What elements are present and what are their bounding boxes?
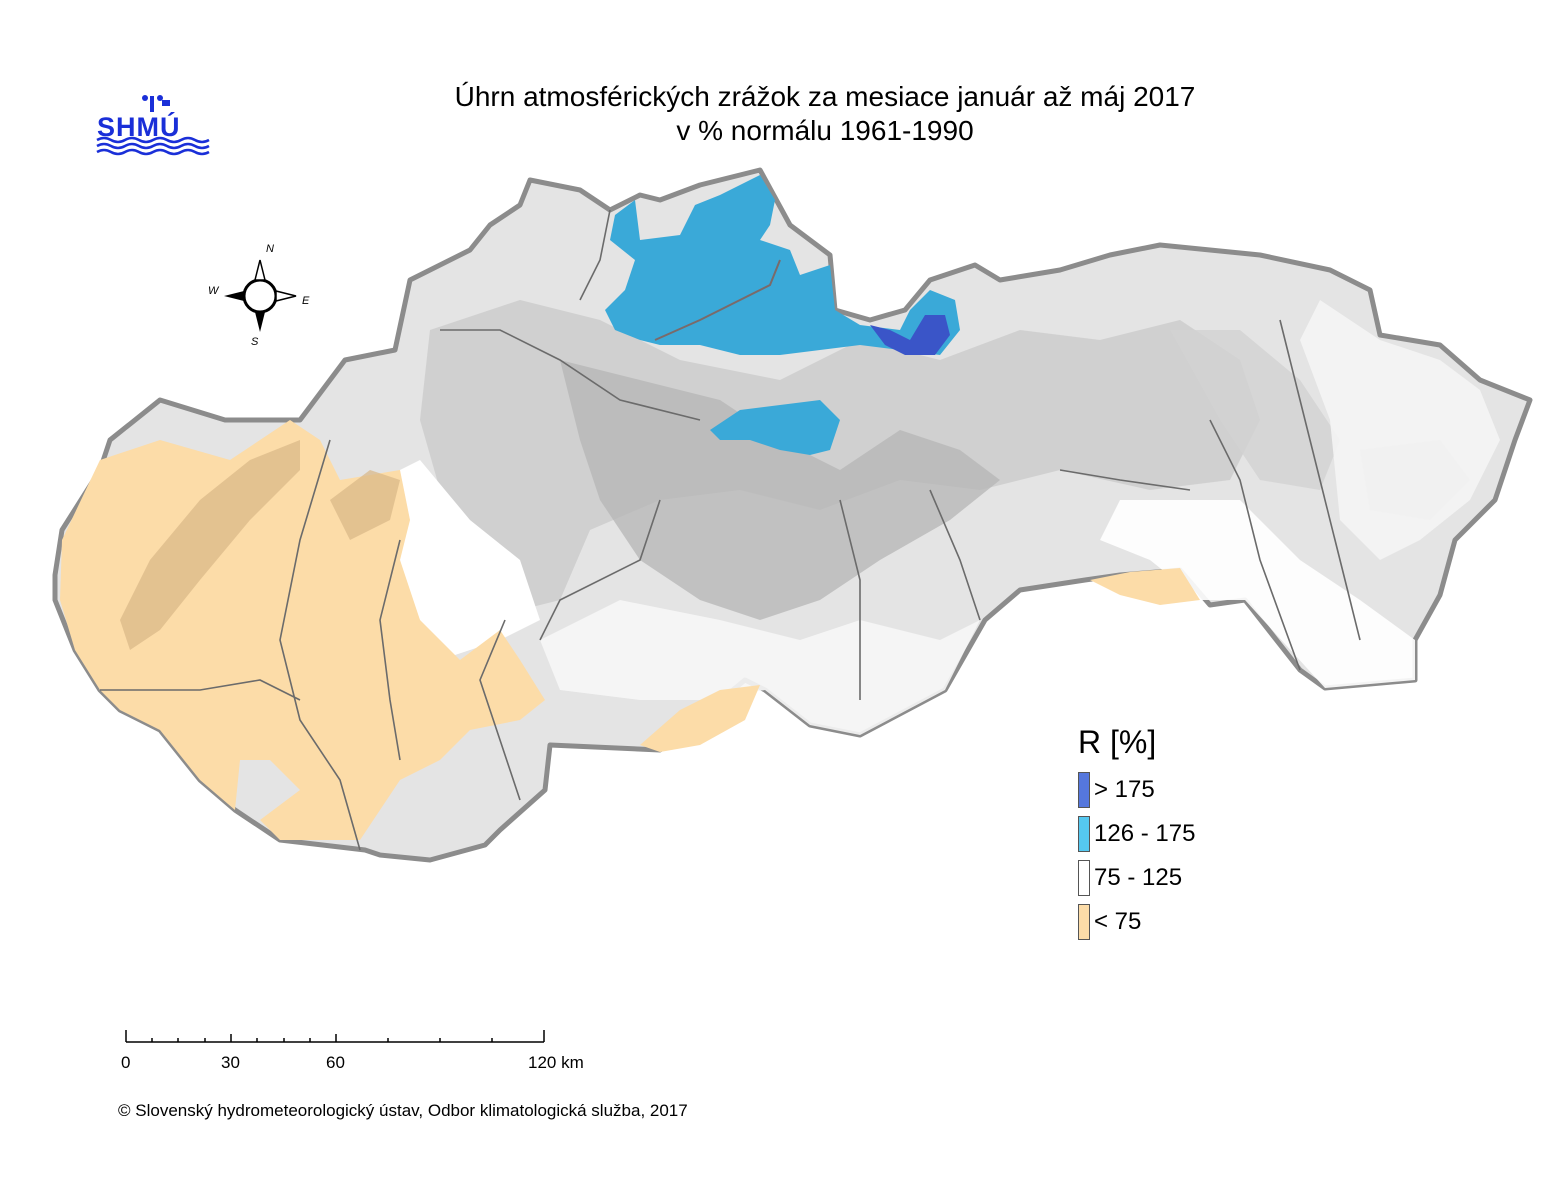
scale-label-120: 120 km <box>528 1053 584 1072</box>
compass-s: S <box>251 336 259 348</box>
compass-e: E <box>302 295 310 307</box>
legend-label: 126 - 175 <box>1094 820 1196 847</box>
legend-swatch <box>1078 772 1090 808</box>
legend-label: < 75 <box>1094 908 1142 935</box>
scale-bar <box>125 1030 545 1043</box>
scale-label-0: 0 <box>121 1053 131 1072</box>
lowland-southwest-white <box>380 460 540 660</box>
legend: R [%] > 175 126 - 175 75 - 125 < 75 <box>1078 722 1195 944</box>
compass-w: W <box>208 285 220 297</box>
compass-n: N <box>266 243 274 255</box>
border-inner-north <box>654 259 781 341</box>
lowland-east <box>1300 300 1500 560</box>
legend-swatch <box>1078 816 1090 852</box>
legend-item-126-175: 126 - 175 <box>1078 812 1195 856</box>
dry-area-southeast <box>1090 568 1200 605</box>
map-title-line1: Úhrn atmosférických zrážok za mesiace ja… <box>454 81 1196 112</box>
scale-label-60: 60 <box>326 1053 345 1072</box>
dry-area-west-relief-2 <box>330 470 400 540</box>
copyright-text: © Slovenský hydrometeorologický ústav, O… <box>118 1101 688 1120</box>
river-lines <box>100 209 1361 851</box>
shmu-logo-icon: SHMÚ <box>96 95 210 156</box>
very-wet-area <box>870 315 950 355</box>
map-title-line2: v % normálu 1961-1990 <box>676 115 974 146</box>
legend-label: 75 - 125 <box>1094 864 1183 891</box>
dry-area-west-relief <box>120 440 300 650</box>
wet-area-central <box>710 400 840 455</box>
wet-area-north <box>605 175 960 355</box>
legend-swatch <box>1078 904 1090 940</box>
logo-text: SHMÚ <box>97 111 181 142</box>
legend-item-75-125: 75 - 125 <box>1078 856 1195 900</box>
dry-area-south <box>640 685 760 752</box>
terrain-dark <box>560 360 1000 620</box>
terrain-east <box>1170 330 1340 490</box>
scale-label-30: 30 <box>221 1053 240 1072</box>
legend-item-lt75: < 75 <box>1078 900 1195 944</box>
compass-icon <box>224 259 297 332</box>
legend-label: > 175 <box>1094 776 1155 803</box>
lowland-southeast <box>1100 500 1415 688</box>
lowland-south-central <box>540 600 980 735</box>
legend-title: R [%] <box>1078 724 1157 760</box>
legend-swatch <box>1078 860 1090 896</box>
legend-item-gt175: > 175 <box>1078 768 1195 812</box>
